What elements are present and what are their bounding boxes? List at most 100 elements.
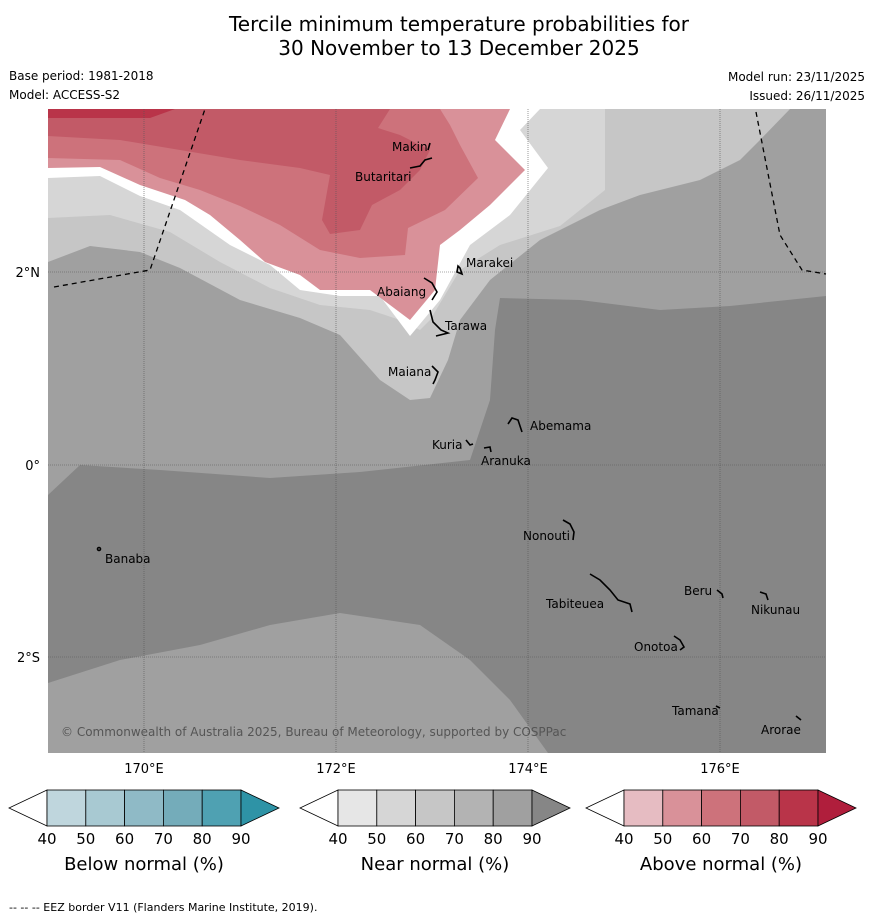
colorbar-legends: 40 50 60 70 80 90 40 50 60 70 80 90 40 50 60 70 80 90 — [8, 789, 857, 848]
colorbar-near-tick: 60 — [406, 830, 425, 848]
lat-label-2n: 2°N — [16, 266, 41, 281]
marakei-outline — [456, 264, 464, 276]
near-normal-70-region — [48, 296, 826, 753]
colorbar-above-segment — [778, 789, 819, 827]
title-line-2: 30 November to 13 December 2025 — [278, 36, 640, 60]
colorbar-near-segment — [337, 789, 378, 827]
colorbar-near-low-extension — [299, 789, 339, 827]
eez-border-east — [755, 111, 827, 275]
colorbar-above: 40 50 60 70 80 90 — [585, 789, 857, 848]
colorbar-below-tick: 90 — [231, 830, 250, 848]
graticule — [48, 109, 826, 753]
above-normal-70-region — [48, 109, 430, 234]
eez-border — [53, 108, 827, 288]
lat-label-0: 0° — [25, 459, 40, 474]
island-outlines — [96, 142, 802, 721]
colorbar-above-high-extension — [817, 789, 857, 827]
maiana-outline — [431, 365, 439, 385]
makin-outline — [427, 142, 431, 151]
colorbar-title-above: Above normal (%) — [639, 854, 803, 875]
colorbar-near-tick: 40 — [328, 830, 347, 848]
colorbar-near-segment — [415, 789, 455, 827]
nikunau-outline — [759, 591, 769, 601]
colorbar-title-near: Near normal (%) — [360, 854, 510, 875]
colorbar-near-segment — [453, 789, 494, 827]
colorbar-below-segment — [85, 789, 126, 827]
above-normal-80-region — [48, 109, 175, 118]
colorbar-above-tick: 90 — [808, 830, 827, 848]
colorbar-below-tick: 70 — [154, 830, 173, 848]
title-line-1: Tercile minimum temperature probabilitie… — [228, 12, 690, 36]
butaritari-outline — [409, 157, 433, 169]
island-label-kuria: Kuria — [432, 438, 463, 452]
island-label-marakei: Marakei — [466, 256, 513, 270]
island-label-tarawa: Tarawa — [444, 319, 487, 333]
lon-label-176e: 176°E — [700, 762, 740, 777]
axis-labels: 2°N 0° 2°S 170°E 172°E 174°E 176°E — [16, 266, 740, 777]
issued-date: Issued: 26/11/2025 — [749, 89, 865, 103]
island-label-maiana: Maiana — [388, 365, 431, 379]
copyright-notice: © Commonwealth of Australia 2025, Bureau… — [61, 725, 566, 739]
colorbar-above-tick: 40 — [614, 830, 633, 848]
beru-outline — [716, 589, 724, 599]
colorbar-below-tick: 60 — [115, 830, 134, 848]
colorbar-above-segment — [662, 789, 702, 827]
colorbar-near-tick: 50 — [367, 830, 386, 848]
arorae-outline — [795, 715, 802, 721]
island-label-arorae: Arorae — [761, 723, 801, 737]
colorbar-above-tick: 60 — [692, 830, 711, 848]
island-label-beru: Beru — [684, 584, 712, 598]
colorbar-below-segment — [46, 789, 87, 827]
colorbar-above-segment — [701, 789, 741, 827]
colorbar-below-tick: 50 — [76, 830, 95, 848]
colorbar-above-low-extension — [585, 789, 625, 827]
colorbar-below-segment — [201, 789, 242, 827]
colorbar-near-segment — [492, 789, 533, 827]
island-labels: Makin Butaritari Marakei Abaiang Tarawa … — [105, 140, 801, 737]
aranuka-outline — [483, 446, 492, 453]
colorbar-below-high-extension — [240, 789, 280, 827]
island-label-nikunau: Nikunau — [751, 603, 800, 617]
forecast-map: Makin Butaritari Marakei Abaiang Tarawa … — [8, 108, 857, 848]
colorbar-above-tick: 70 — [731, 830, 750, 848]
island-label-onotoa: Onotoa — [634, 640, 678, 654]
island-label-nonouti: Nonouti — [523, 529, 570, 543]
eez-border-west — [53, 108, 206, 288]
colorbar-below-segment — [124, 789, 164, 827]
colorbar-near-tick: 70 — [445, 830, 464, 848]
tarawa-outline — [429, 309, 451, 337]
colorbar-near: 40 50 60 70 80 90 — [299, 789, 571, 848]
colorbar-above-segment — [740, 789, 780, 827]
island-label-makin: Makin — [392, 140, 428, 154]
base-period: Base period: 1981-2018 — [9, 69, 154, 83]
lon-label-172e: 172°E — [316, 762, 356, 777]
colorbar-above-tick: 50 — [653, 830, 672, 848]
island-label-tabiteuea: Tabiteuea — [545, 597, 604, 611]
colorbar-above-segment — [623, 789, 664, 827]
colorbar-near-tick: 80 — [484, 830, 503, 848]
tabiteuea-outline — [589, 573, 633, 613]
colorbar-below-tick: 40 — [37, 830, 56, 848]
model-name: Model: ACCESS-S2 — [9, 88, 121, 102]
banaba-outline — [96, 546, 102, 552]
tamana-outline — [715, 705, 721, 709]
kuria-outline — [465, 439, 474, 446]
abaiang-outline — [423, 277, 438, 301]
colorbar-below-low-extension — [8, 789, 48, 827]
abemama-outline — [507, 417, 523, 433]
model-run: Model run: 23/11/2025 — [727, 70, 865, 84]
colorbar-title-below: Below normal (%) — [64, 854, 224, 875]
island-label-aranuka: Aranuka — [481, 454, 531, 468]
island-label-tamana: Tamana — [671, 704, 719, 718]
colorbar-below-segment — [162, 789, 203, 827]
probability-field — [48, 109, 826, 753]
colorbar-below-tick: 80 — [193, 830, 212, 848]
island-label-abemama: Abemama — [530, 419, 591, 433]
island-label-banaba: Banaba — [105, 552, 151, 566]
lon-label-174e: 174°E — [508, 762, 548, 777]
lon-label-170e: 170°E — [124, 762, 164, 777]
colorbar-near-segment — [376, 789, 416, 827]
onotoa-outline — [673, 635, 686, 651]
colorbar-above-tick: 80 — [770, 830, 789, 848]
colorbar-near-high-extension — [531, 789, 571, 827]
